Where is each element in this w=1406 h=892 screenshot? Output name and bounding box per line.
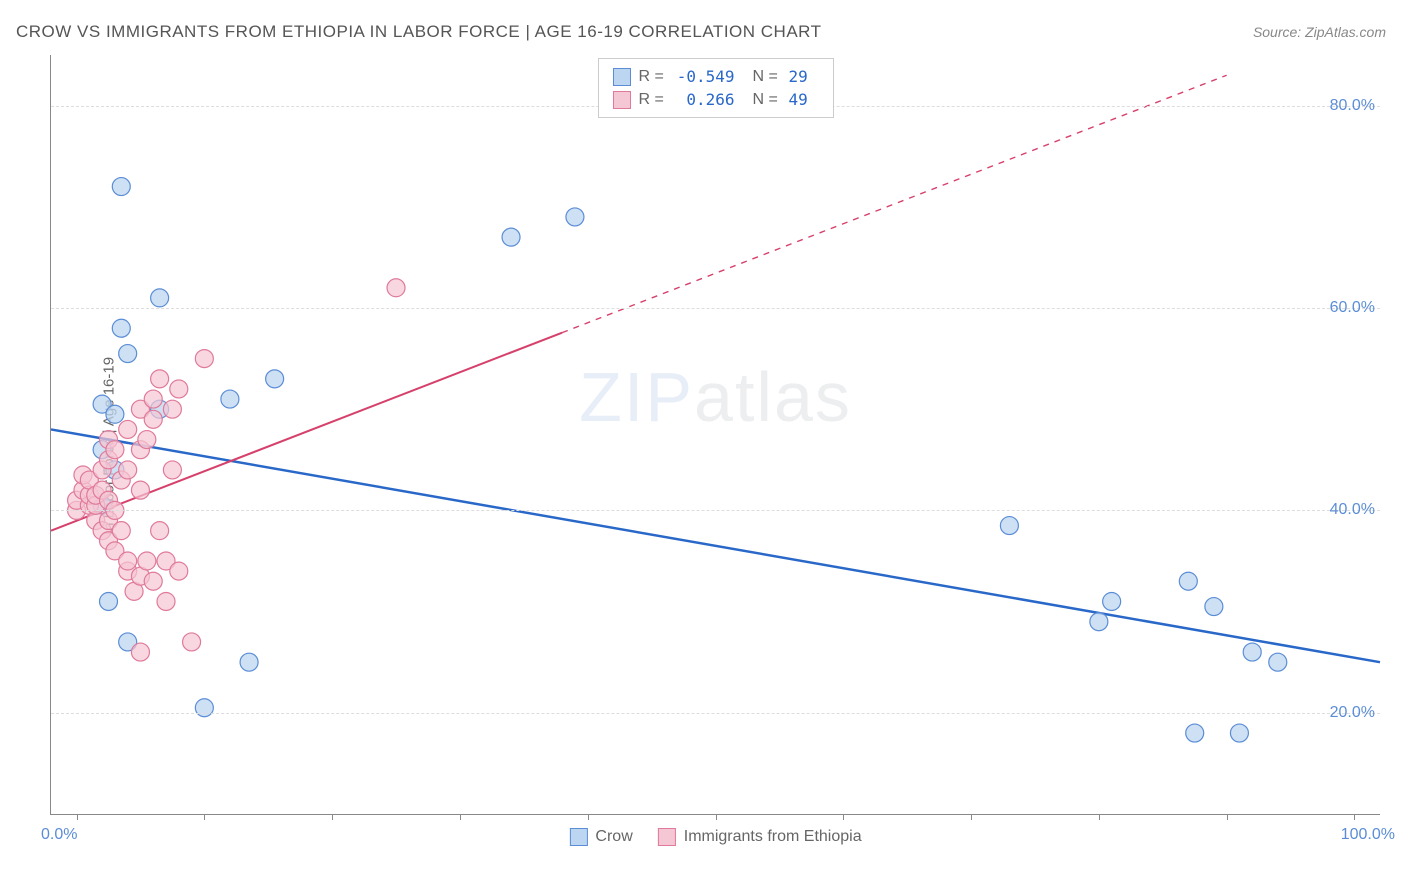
swatch-pink-icon <box>658 828 676 846</box>
chart-title: CROW VS IMMIGRANTS FROM ETHIOPIA IN LABO… <box>16 22 822 42</box>
x-axis-min-label: 0.0% <box>41 826 77 844</box>
y-tick-label: 60.0% <box>1330 299 1385 317</box>
swatch-blue-icon <box>569 828 587 846</box>
chart-svg <box>51 55 1380 814</box>
legend-stats-row-crow: R = -0.549 N = 29 <box>613 65 819 88</box>
legend-stats-row-ethiopia: R = 0.266 N = 49 <box>613 88 819 111</box>
y-tick-label: 80.0% <box>1330 97 1385 115</box>
x-axis-max-label: 100.0% <box>1341 826 1395 844</box>
legend-series: Crow Immigrants from Ethiopia <box>569 828 861 846</box>
source-label: Source: ZipAtlas.com <box>1253 24 1386 40</box>
swatch-pink-icon <box>613 91 631 109</box>
swatch-blue-icon <box>613 68 631 86</box>
plot-area: ZIPatlas R = -0.549 N = 29 R = 0.266 N =… <box>50 55 1380 815</box>
legend-item-ethiopia: Immigrants from Ethiopia <box>658 828 862 846</box>
legend-stats: R = -0.549 N = 29 R = 0.266 N = 49 <box>598 58 834 118</box>
legend-item-crow: Crow <box>569 828 632 846</box>
y-tick-label: 40.0% <box>1330 501 1385 519</box>
y-tick-label: 20.0% <box>1330 704 1385 722</box>
